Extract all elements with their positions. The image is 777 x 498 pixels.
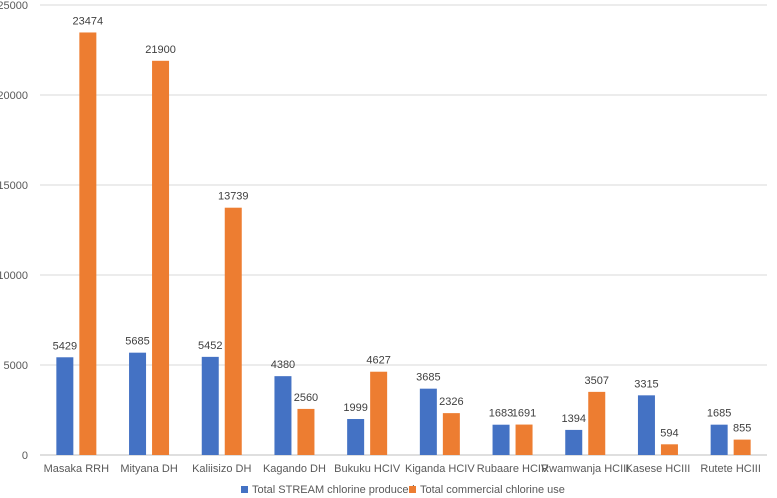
data-labels: 5429 23474 5685 21900 5452 13739 4380 2560 1999 4… <box>53 15 752 439</box>
legend-swatch <box>409 486 416 493</box>
category-label: Rubaare HCIV <box>477 463 549 475</box>
data-label: 1685 <box>707 408 731 420</box>
data-label: 3315 <box>634 378 658 390</box>
data-label: 855 <box>733 423 751 435</box>
data-label: 23474 <box>73 15 104 27</box>
bar-commercial <box>370 371 388 455</box>
bar-commercial <box>515 424 533 455</box>
category-label: Rutete HCIII <box>700 463 761 475</box>
legend-label: Total STREAM chlorine produced <box>252 484 415 496</box>
category-label: Mityana DH <box>120 463 178 475</box>
data-label: 3685 <box>416 372 440 384</box>
category-label: Kaliisizo DH <box>192 463 251 475</box>
y-tick-label: 20000 <box>0 90 28 102</box>
bar-commercial <box>152 60 170 456</box>
bar-stream <box>419 388 437 455</box>
data-label: 4627 <box>366 355 390 367</box>
y-tick-label: 15000 <box>0 180 28 192</box>
data-label: 4380 <box>271 359 295 371</box>
bars <box>56 32 751 456</box>
data-label: 2326 <box>439 396 463 408</box>
data-label: 1394 <box>562 413 586 425</box>
data-label: 13739 <box>218 191 249 203</box>
bar-stream <box>492 424 510 455</box>
y-axis-ticks: 0 5000 10000 15000 20000 25000 <box>0 0 28 462</box>
data-label: 1691 <box>512 408 536 420</box>
data-label: 5452 <box>198 340 222 352</box>
bar-stream <box>129 352 147 455</box>
legend-label: Total commercial chlorine use <box>420 484 565 496</box>
bar-stream <box>274 376 292 455</box>
bar-commercial <box>733 439 751 455</box>
bar-stream <box>637 395 655 455</box>
x-axis-categories: Masaka RRH Mityana DH Kaliisizo DH Kagando … <box>44 463 761 475</box>
bar-commercial <box>224 207 242 455</box>
bar-commercial <box>297 408 315 455</box>
data-label: 21900 <box>145 44 176 56</box>
category-label: Masaka RRH <box>44 463 109 475</box>
bar-commercial <box>660 444 678 455</box>
bar-commercial <box>442 413 460 455</box>
legend: Total STREAM chlorine produced Total comm… <box>241 484 565 496</box>
category-label: Bukuku HCIV <box>334 463 401 475</box>
data-label: 3507 <box>585 375 609 387</box>
bar-stream <box>710 424 728 455</box>
y-tick-label: 0 <box>22 450 28 462</box>
category-label: Rwamwanja HCIII <box>541 463 629 475</box>
category-label: Kagando DH <box>263 463 326 475</box>
bar-stream <box>347 419 365 455</box>
data-label: 1683 <box>489 408 513 420</box>
category-label: Kasese HCIII <box>626 463 691 475</box>
data-label: 594 <box>660 427 678 439</box>
bar-commercial <box>588 391 606 455</box>
category-label: Kiganda HCIV <box>405 463 475 475</box>
y-tick-label: 25000 <box>0 0 28 12</box>
data-label: 5685 <box>125 336 149 348</box>
legend-swatch <box>241 486 248 493</box>
data-label: 5429 <box>53 340 77 352</box>
y-tick-label: 10000 <box>0 270 28 282</box>
data-label: 1999 <box>343 402 367 414</box>
bar-commercial <box>79 32 97 456</box>
bar-stream <box>56 357 74 455</box>
bar-stream <box>201 356 219 455</box>
bar-stream <box>565 429 583 455</box>
data-label: 2560 <box>294 392 318 404</box>
y-tick-label: 5000 <box>4 360 28 372</box>
